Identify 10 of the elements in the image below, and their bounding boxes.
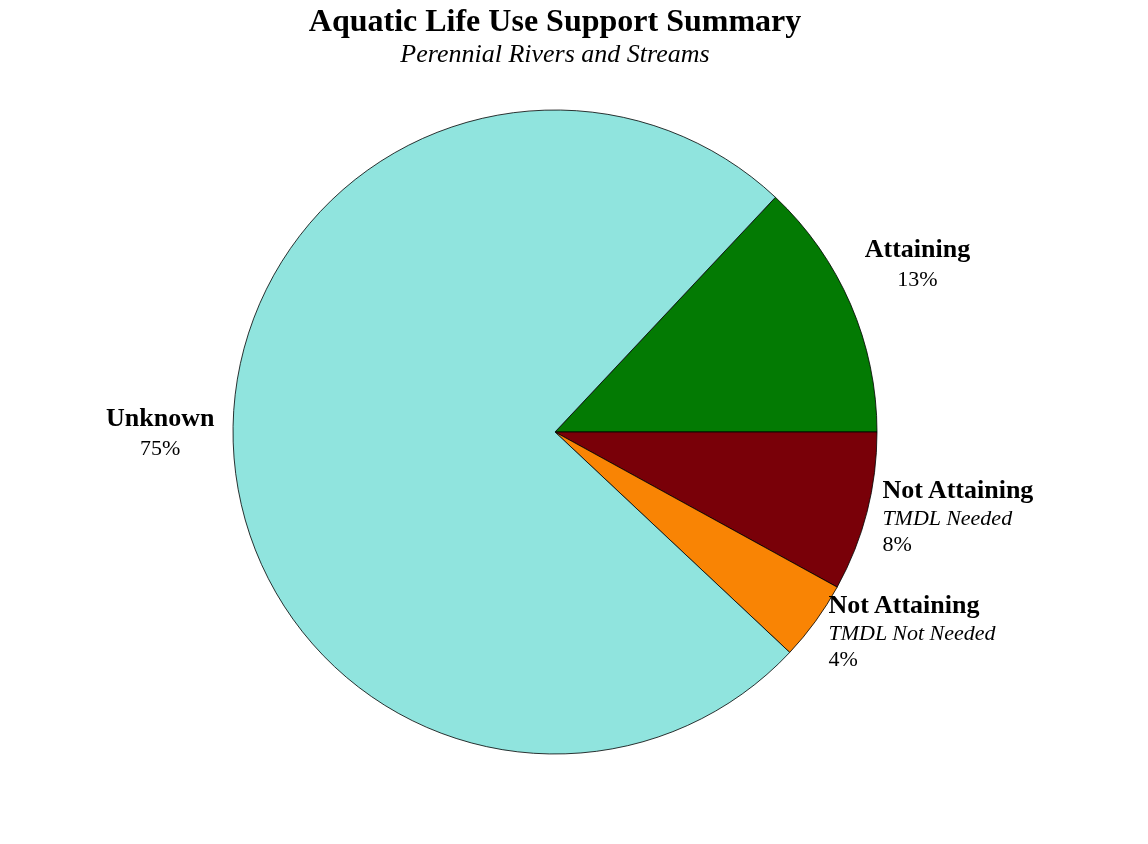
chart-subtitle: Perennial Rivers and Streams [399, 39, 710, 68]
data-label: 4% [828, 645, 858, 671]
category-label: Not Attaining TMDL Needed [882, 475, 1034, 531]
chart-title: Aquatic Life Use Support Summary [308, 2, 802, 38]
data-label: 13% [897, 266, 938, 292]
data-label: 8% [882, 531, 912, 557]
slice-label: Unknown [105, 403, 215, 433]
slice-label: Attaining [864, 234, 971, 264]
category-label: Not Attaining TMDL Not Needed [828, 589, 996, 645]
data-label: 75% [140, 435, 181, 461]
